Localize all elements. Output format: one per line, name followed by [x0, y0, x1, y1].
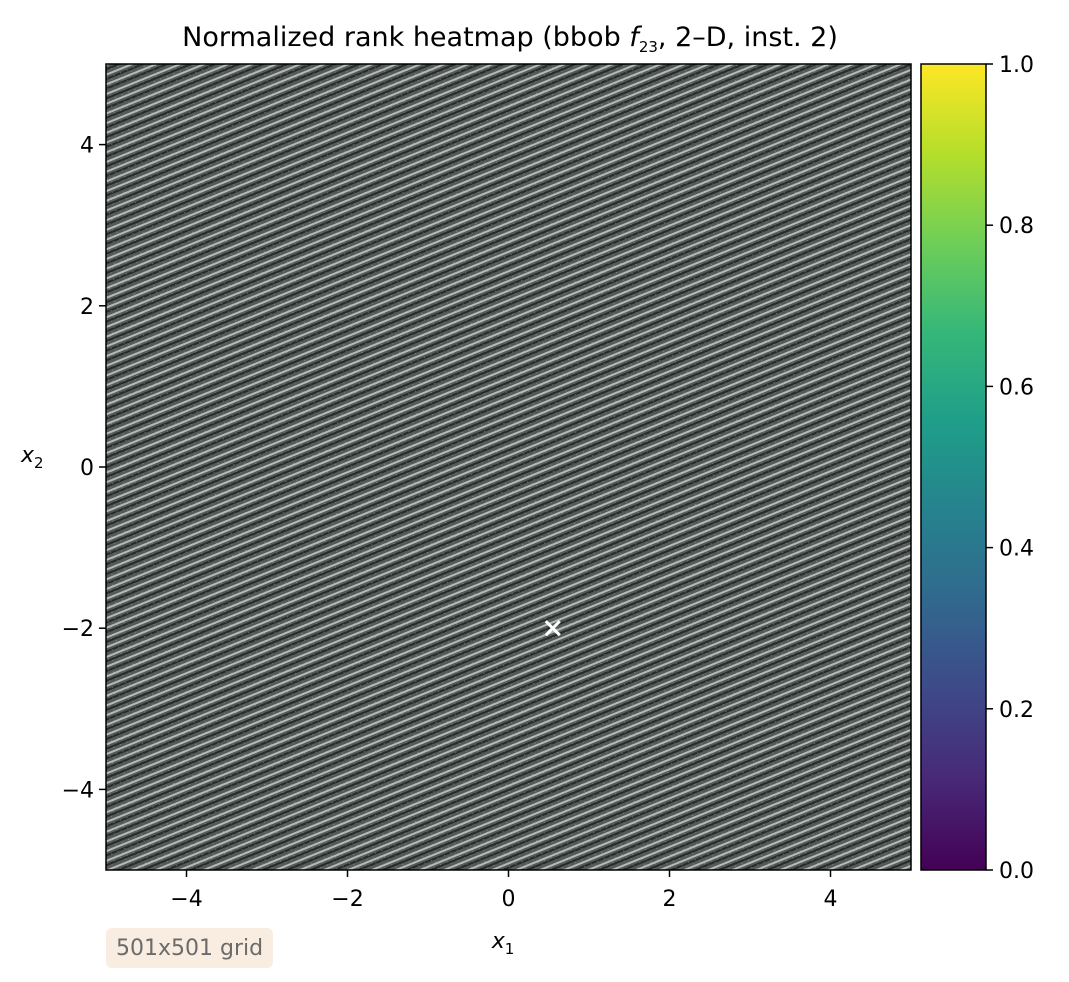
- y-tick-label: 4: [80, 134, 94, 159]
- x-axis-label: x1: [491, 929, 515, 958]
- colorbar-tick-label: 0.6: [999, 375, 1034, 400]
- colorbar-tick-label: 0.2: [999, 698, 1034, 723]
- x-tick-label: −2: [331, 887, 363, 912]
- x-axis-ticks: −4 −2 0 2 4: [170, 870, 838, 912]
- chart-title: Normalized rank heatmap (bbob f23, 2–D, …: [182, 22, 838, 56]
- x-tick-label: 2: [663, 887, 677, 912]
- colorbar-tick-label: 0.8: [999, 214, 1034, 239]
- y-axis-label: x2: [20, 443, 44, 472]
- x-tick-label: 0: [502, 887, 516, 912]
- colorbar-tick-label: 1.0: [999, 53, 1034, 78]
- heatmap: [106, 64, 911, 870]
- optimum-marker: [544, 620, 561, 637]
- x-tick-label: −4: [170, 887, 202, 912]
- y-tick-label: −2: [62, 617, 94, 642]
- y-axis-ticks: −4 −2 0 2 4: [62, 134, 106, 803]
- grid-size-badge: 501x501 grid: [106, 928, 274, 968]
- optimum-marker-stroke: [544, 620, 561, 637]
- colorbar: [920, 63, 987, 871]
- colorbar-tick-label: 0.0: [999, 859, 1034, 884]
- y-tick-label: 2: [80, 295, 94, 320]
- x-tick-label: 4: [824, 887, 838, 912]
- colorbar-ticks: 0.0 0.2 0.4 0.6 0.8 1.0: [986, 53, 1034, 884]
- y-tick-label: 0: [80, 456, 94, 481]
- heatmap-speckle: [106, 64, 911, 870]
- colorbar-tick-label: 0.4: [999, 537, 1034, 562]
- y-tick-label: −4: [62, 778, 94, 803]
